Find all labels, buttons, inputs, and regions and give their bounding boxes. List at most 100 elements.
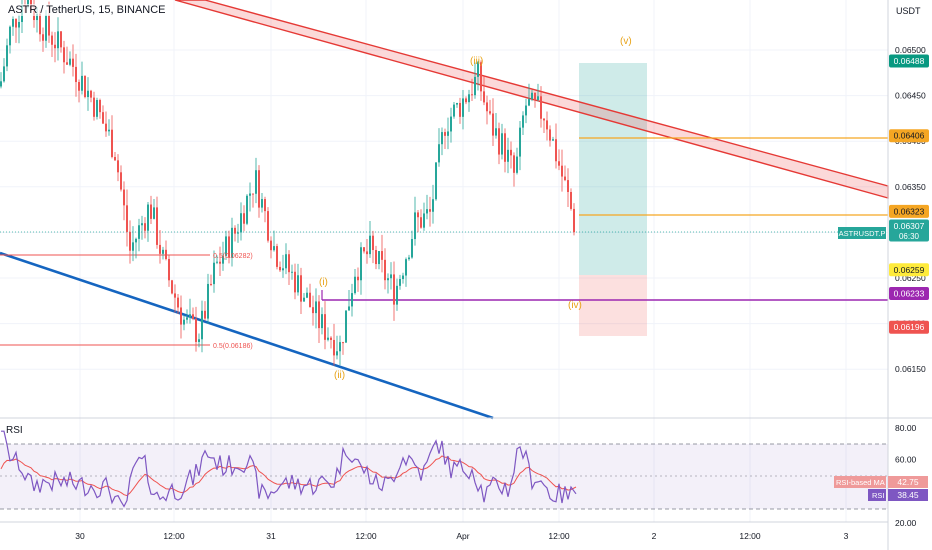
candle	[51, 35, 53, 45]
candle	[489, 111, 491, 114]
candle	[372, 235, 374, 251]
rsi-tick-0: 80.00	[895, 423, 917, 433]
price-tick-3: 0.06350	[895, 182, 926, 192]
candle	[39, 13, 41, 35]
wave-label-ii: (ii)	[334, 370, 345, 381]
support-trendline	[0, 251, 494, 420]
candle	[318, 301, 320, 329]
time-tick-7: 12:00	[739, 531, 761, 541]
candle	[549, 129, 551, 141]
symbol-title[interactable]: ASTR / TetherUS, 15, BINANCE	[6, 4, 168, 16]
candle	[552, 139, 554, 141]
candle	[561, 165, 563, 177]
candle	[477, 62, 479, 77]
candle	[129, 231, 131, 251]
rsi-ma-badge-value: 42.75	[897, 477, 919, 487]
price-badge-2: 0.06323	[894, 206, 925, 216]
candle	[258, 170, 260, 208]
candle	[486, 102, 488, 112]
candle	[558, 161, 560, 166]
candle	[108, 129, 110, 132]
candle	[567, 180, 569, 193]
candle	[423, 213, 425, 228]
candle	[504, 133, 506, 162]
candle	[510, 149, 512, 156]
candle	[231, 227, 233, 258]
fib-label-upper: 0.5(0.06282)	[213, 253, 253, 260]
candle	[414, 212, 416, 240]
candle	[105, 123, 107, 132]
candle	[447, 131, 449, 136]
price-badge-0-bg	[889, 54, 929, 68]
candle	[411, 239, 413, 258]
candle	[177, 297, 179, 308]
candle	[36, 13, 38, 21]
candle	[246, 195, 248, 224]
candle	[573, 208, 575, 233]
price-badge-6-bg	[889, 320, 929, 334]
wave-label-iv: (iv)	[568, 300, 582, 311]
candle	[321, 314, 323, 329]
candle	[147, 204, 149, 231]
candle	[63, 47, 65, 63]
candle	[57, 31, 59, 49]
candle	[132, 242, 134, 251]
candle	[66, 62, 68, 65]
candle	[384, 259, 386, 281]
rsi-badge: RSI 38.45	[868, 489, 928, 501]
rsi-title[interactable]: RSI	[6, 425, 23, 436]
symbol-tag-text: ASTRUSDT.P	[839, 229, 886, 238]
candle	[465, 98, 467, 103]
candle	[135, 238, 137, 243]
candle	[507, 149, 509, 162]
candle	[15, 18, 17, 28]
candle	[210, 283, 212, 285]
candle	[225, 236, 227, 256]
candle	[222, 255, 224, 264]
time-tick-5: 12:00	[548, 531, 570, 541]
candle	[171, 280, 173, 294]
candle	[405, 259, 407, 276]
candle	[426, 209, 428, 214]
candle	[528, 99, 530, 106]
candle	[60, 31, 62, 48]
wave-label-v: (v)	[620, 36, 632, 47]
candle	[483, 91, 485, 103]
candle	[288, 254, 290, 273]
candle	[309, 292, 311, 308]
price-tick-7: 0.06150	[895, 364, 926, 374]
candle	[369, 235, 371, 255]
price-badge-5: 0.06233	[894, 289, 925, 299]
wave-label-iii: (iii)	[470, 56, 483, 67]
time-tick-0: 30	[75, 531, 85, 541]
candle	[273, 246, 275, 251]
candle	[531, 92, 533, 100]
candle	[522, 115, 524, 128]
candle	[282, 268, 284, 271]
candle	[555, 139, 557, 162]
rsi-ma-badge: RSI-based MA 42.75	[834, 476, 928, 488]
candle	[72, 58, 74, 67]
candle	[534, 92, 536, 100]
candle	[393, 274, 395, 305]
candle	[0, 81, 2, 87]
candle	[192, 314, 194, 319]
candle	[342, 342, 344, 344]
candle	[126, 205, 128, 232]
candle	[153, 207, 155, 219]
candle	[366, 251, 368, 255]
candle	[27, 0, 29, 6]
candle	[570, 192, 572, 209]
candle	[93, 97, 95, 117]
candle	[378, 251, 380, 265]
candle	[255, 170, 257, 194]
candle	[249, 193, 251, 196]
candle	[144, 223, 146, 231]
candle	[546, 120, 548, 130]
candle	[165, 249, 167, 260]
candle	[69, 58, 71, 65]
candle	[387, 278, 389, 281]
candle	[345, 310, 347, 343]
